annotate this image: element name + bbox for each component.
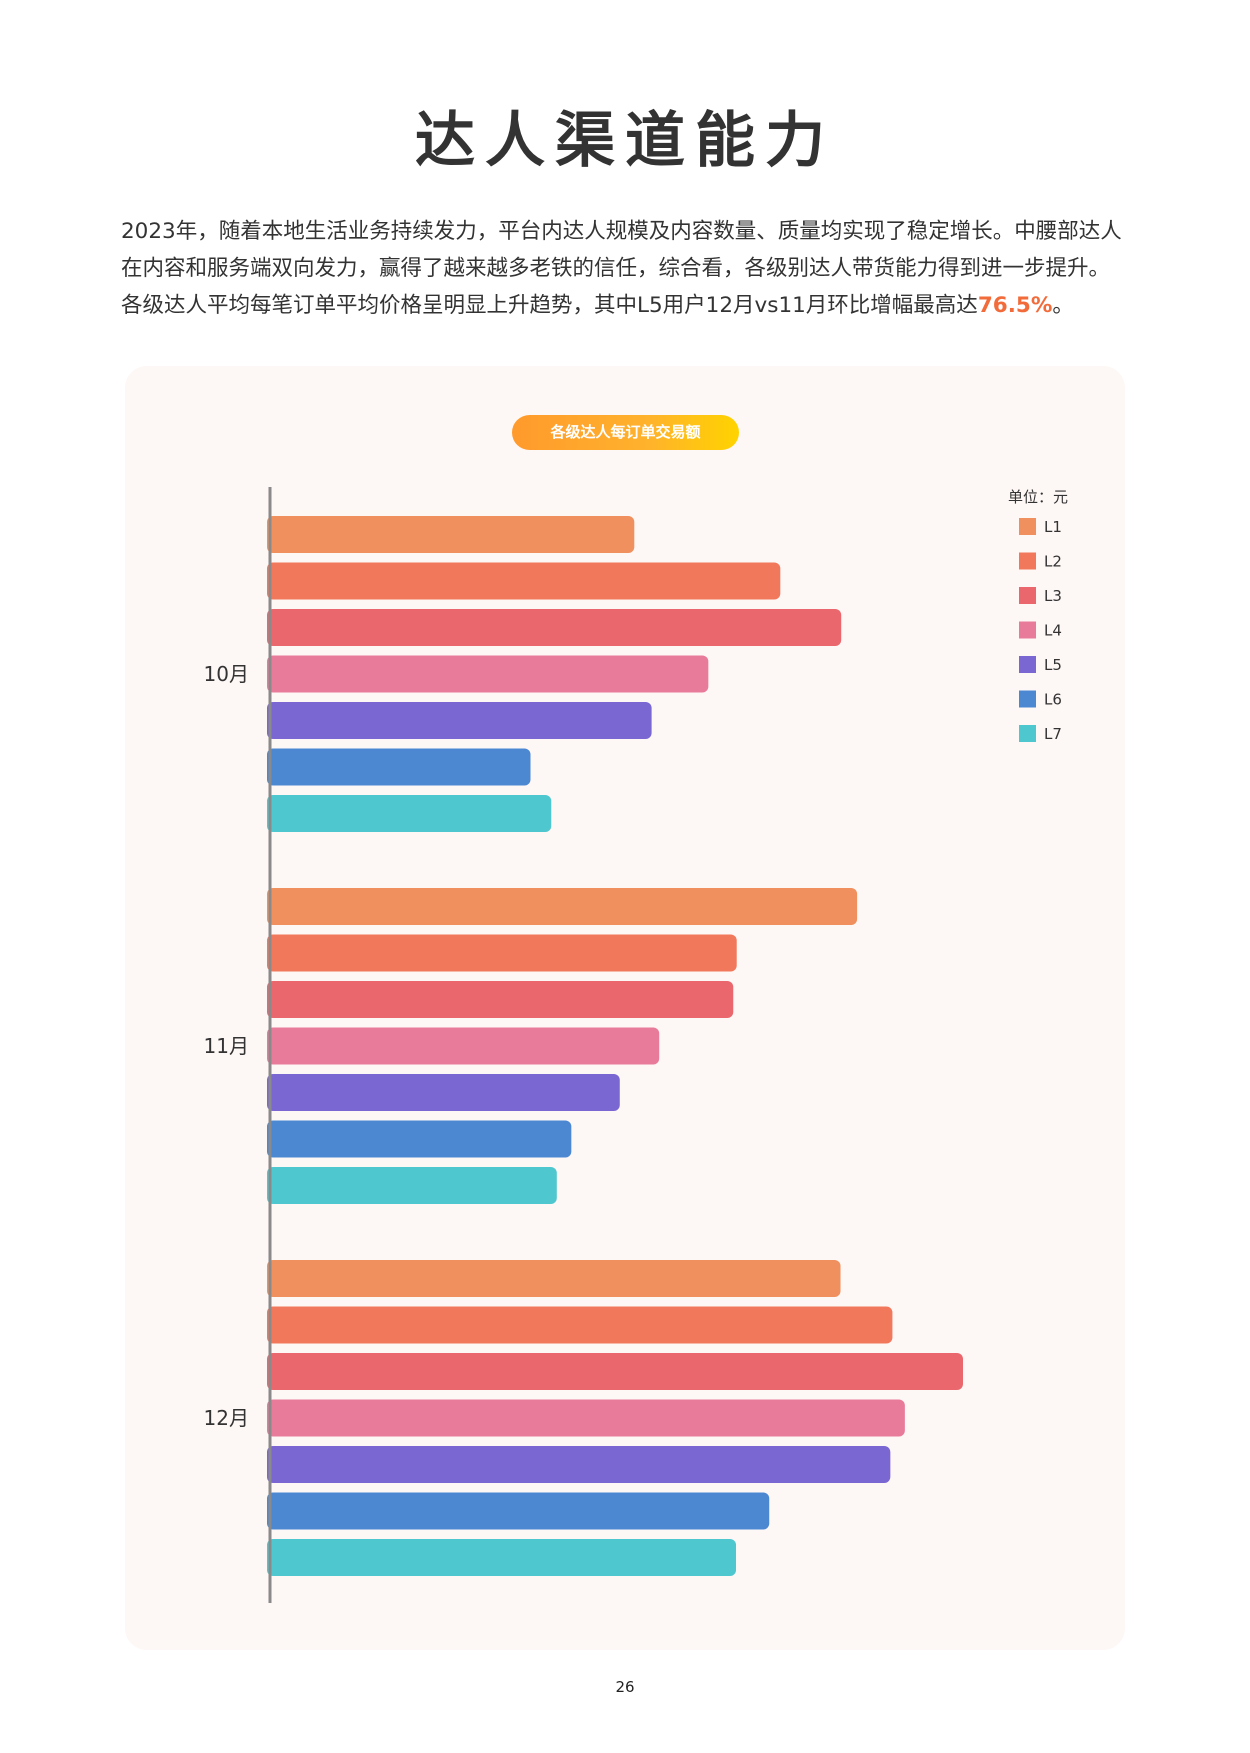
bar-L6-1 [267,1120,572,1158]
bar-L5-2 [267,1446,891,1483]
bar-L4-2 [267,1399,905,1437]
bar-L7-1 [267,1167,557,1204]
bar-L2-1 [267,934,737,972]
legend-swatch-L6 [1019,690,1036,708]
bar-L6-0 [267,748,531,786]
legend-label-L5: L5 [1044,656,1062,674]
intro-highlight: 76.5% [977,293,1053,318]
bar-L1-0 [267,516,635,553]
category-label: 12月 [204,1406,249,1430]
bar-L4-0 [267,655,709,693]
legend-swatch-L3 [1019,587,1036,604]
bar-L2-0 [267,562,781,600]
legend-label-L7: L7 [1044,725,1062,743]
legend-swatch-L4 [1019,621,1036,639]
intro-text: 2023年，随着本地生活业务持续发力，平台内达人规模及内容数量、质量均实现了稳定… [121,219,1122,318]
legend-swatch-L2 [1019,552,1036,570]
intro-paragraph: 2023年，随着本地生活业务持续发力，平台内达人规模及内容数量、质量均实现了稳定… [121,213,1131,324]
unit-label: 单位：元 [1008,488,1068,506]
intro-end: 。 [1052,293,1074,318]
bar-L1-1 [267,888,858,925]
legend-swatch-L7 [1019,725,1036,742]
bar-L4-1 [267,1027,660,1065]
chart-title: 各级达人每订单交易额 [512,415,739,450]
legend-label-L2: L2 [1044,553,1062,571]
legend-label-L3: L3 [1044,587,1062,605]
legend-label-L4: L4 [1044,622,1062,640]
page-number: 26 [615,1678,635,1696]
bar-L2-2 [267,1306,893,1344]
legend-swatch-L1 [1019,518,1036,535]
legend-label-L6: L6 [1044,691,1062,709]
bar-L3-2 [267,1353,963,1390]
bar-L7-2 [267,1539,737,1576]
bar-L5-0 [267,702,652,739]
bar-L7-0 [267,795,552,832]
category-label: 10月 [204,662,249,686]
bar-L1-2 [267,1260,841,1297]
bar-L5-1 [267,1074,620,1111]
bar-L3-0 [267,609,842,646]
legend-swatch-L5 [1019,656,1036,673]
page-title: 达人渠道能力 [415,106,835,176]
category-label: 11月 [204,1034,249,1058]
legend-label-L1: L1 [1044,518,1062,536]
bar-L3-1 [267,981,734,1018]
bar-L6-2 [267,1492,770,1530]
